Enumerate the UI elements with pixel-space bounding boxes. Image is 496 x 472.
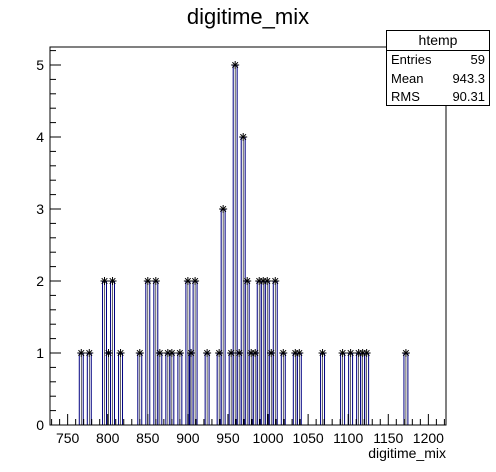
stats-label: Entries [391,52,432,67]
y-axis: 0 1 2 3 4 5 [36,50,61,433]
x-tick-label: 1200 [413,430,444,446]
data-marker-21 [235,349,244,425]
y-tick-label: 1 [36,345,44,361]
stats-title: htemp [387,31,489,51]
data-marker-29 [267,349,276,425]
y-tick-label: 3 [36,201,44,217]
data-marker-14 [187,349,196,425]
data-marker-7 [143,277,152,425]
data-marker-33 [295,349,304,425]
data-marker-31 [279,349,288,425]
data-marker-23 [243,277,252,425]
data-marker-20 [231,61,240,425]
stats-label: Mean [391,70,424,86]
x-tick-label: 1050 [293,430,324,446]
data-marker-6 [135,349,144,425]
data-marker-11 [167,349,176,425]
data-marker-22 [239,133,248,425]
data-marker-32 [291,349,300,425]
data-marker-10 [163,349,172,425]
stats-row-mean: Mean 943.3 [387,70,489,89]
data-marker-37 [354,349,363,425]
x-tick-label: 750 [56,430,80,446]
data-marker-27 [259,277,268,425]
y-tick-label: 4 [36,129,44,145]
data-marker-12 [175,349,184,425]
stats-box: htemp Entries 59 Mean 943.3 RMS 90.31 [386,30,490,106]
data-marker-28 [263,277,272,425]
y-tick-label: 5 [36,57,44,73]
x-tick-label: 950 [216,430,240,446]
chart-title: digitime_mix [187,4,309,29]
stats-row-rms: RMS 90.31 [387,88,489,107]
y-tick-label: 0 [36,417,44,433]
stats-value: 90.31 [452,89,485,104]
x-tick-label: 900 [176,430,200,446]
data-marker-15 [191,277,200,425]
data-marker-36 [346,349,355,425]
data-marker-2 [100,277,109,425]
stats-row-entries: Entries 59 [387,51,489,70]
x-tick-label: 850 [136,430,160,446]
x-tick-label: 800 [96,430,120,446]
data-marker-5 [116,349,125,425]
data-marker-38 [358,349,367,425]
data-marker-0 [77,349,86,425]
data-markers [77,61,410,425]
plot-frame [49,46,447,426]
data-marker-19 [227,349,236,425]
data-marker-17 [215,349,224,425]
y-tick-label: 2 [36,273,44,289]
data-marker-25 [251,349,260,425]
stats-value: 943.3 [452,70,485,86]
data-marker-8 [151,277,160,425]
data-marker-26 [255,277,264,425]
x-axis: 750 800 850 900 950 1000 1050 1100 1150 1200 [51,414,445,446]
data-marker-16 [203,349,212,425]
x-tick-label: 1000 [252,430,283,446]
data-marker-3 [104,349,113,425]
data-marker-1 [85,349,94,425]
data-marker-4 [108,277,117,425]
stats-value: 59 [470,52,485,67]
data-marker-13 [183,277,192,425]
data-marker-9 [155,349,164,425]
x-tick-label: 1150 [373,430,403,446]
x-axis-label: digitime_mix [368,445,446,461]
data-marker-30 [271,277,280,425]
data-marker-24 [247,349,256,425]
data-marker-34 [318,349,327,425]
x-tick-label: 1100 [333,430,363,446]
data-marker-39 [362,349,371,425]
data-marker-35 [338,349,347,425]
data-marker-40 [401,349,410,425]
data-marker-18 [219,205,228,425]
stats-label: RMS [391,89,420,104]
